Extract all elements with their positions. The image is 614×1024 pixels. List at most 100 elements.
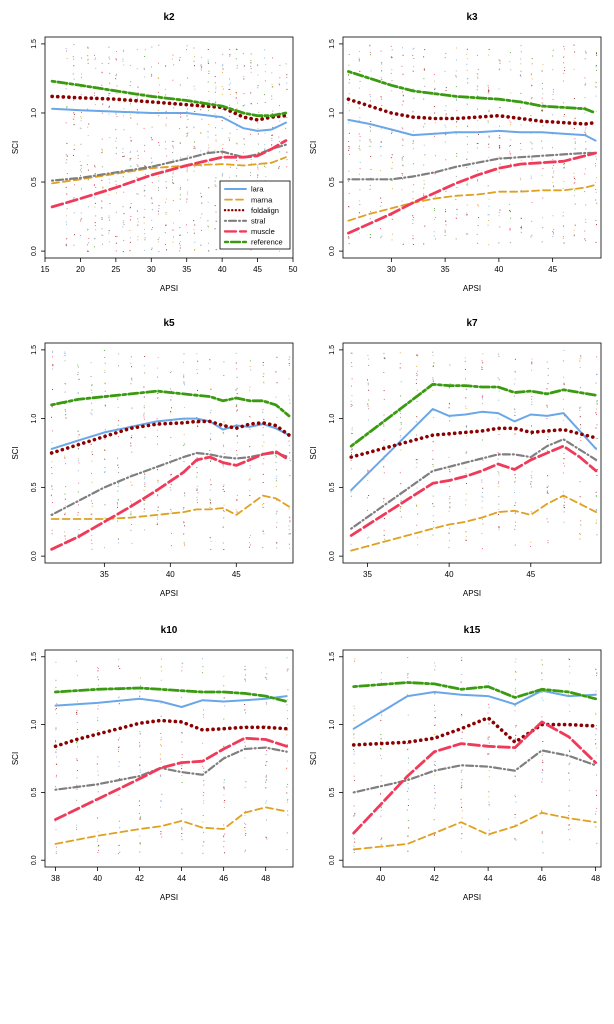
scatter-point (203, 716, 204, 718)
scatter-point (122, 58, 124, 60)
scatter-point (118, 778, 120, 780)
scatter-point (286, 744, 288, 746)
scatter-point (115, 250, 117, 252)
scatter-point (499, 125, 500, 127)
scatter-point (97, 770, 99, 772)
y-tick-label: 0.5 (31, 177, 38, 187)
scatter-point (73, 155, 74, 156)
scatter-point (118, 467, 119, 469)
scatter-point (580, 424, 581, 426)
scatter-point (223, 746, 225, 747)
scatter-point (130, 503, 132, 505)
scatter-point (514, 824, 516, 826)
scatter-point (460, 787, 462, 789)
scatter-point (514, 481, 515, 483)
scatter-point (461, 817, 463, 819)
scatter-point (514, 414, 516, 416)
scatter-point (72, 56, 74, 58)
scatter-point (202, 714, 204, 716)
scatter-point (130, 206, 131, 208)
scatter-point (354, 658, 356, 660)
scatter-point (531, 122, 533, 124)
scatter-point (130, 165, 132, 167)
scatter-point (288, 395, 290, 397)
scatter-point (286, 767, 288, 769)
legend-label-muscle: muscle (251, 227, 275, 236)
scatter-point (214, 228, 216, 230)
scatter-point (564, 501, 565, 503)
scatter-point (131, 524, 133, 525)
scatter-point (186, 167, 188, 169)
scatter-point (476, 54, 478, 56)
scatter-point (467, 125, 469, 127)
scatter-point (574, 138, 576, 140)
scatter-point (514, 408, 516, 410)
scatter-point (497, 377, 499, 379)
scatter-point (383, 459, 385, 461)
scatter-point (434, 665, 436, 667)
scatter-point (481, 360, 483, 362)
scatter-point (151, 219, 153, 221)
scatter-point (181, 808, 183, 810)
scatter-point (286, 74, 288, 76)
scatter-point (244, 849, 246, 851)
scatter-point (158, 241, 160, 243)
scatter-point (433, 834, 435, 836)
scatter-point (196, 417, 198, 418)
scatter-point (215, 177, 217, 179)
scatter-point (407, 674, 409, 676)
scatter-point (224, 807, 225, 809)
scatter-point (55, 786, 57, 788)
scatter-point (568, 772, 570, 774)
scatter-point (488, 214, 490, 216)
scatter-point (279, 120, 281, 122)
scatter-point (384, 517, 385, 519)
scatter-point (408, 777, 409, 779)
scatter-point (585, 53, 587, 54)
scatter-point (183, 507, 185, 509)
scatter-point (353, 753, 355, 755)
scatter-point (542, 769, 544, 771)
scatter-point (552, 231, 554, 233)
scatter-point (514, 796, 516, 798)
scatter-point (579, 533, 581, 535)
scatter-point (380, 781, 382, 783)
scatter-point (595, 668, 597, 670)
scatter-point (210, 503, 212, 505)
scatter-point (574, 51, 576, 53)
scatter-point (76, 827, 78, 829)
scatter-point (115, 112, 117, 114)
scatter-point (412, 235, 414, 237)
scatter-point (546, 518, 548, 520)
series-line-foldalign (351, 715, 598, 747)
scatter-point (547, 542, 549, 544)
scatter-point (130, 514, 132, 516)
scatter-point (170, 473, 172, 475)
scatter-point (574, 117, 576, 119)
x-tick-label: 30 (387, 265, 396, 274)
scatter-point (288, 516, 290, 518)
series-line-muscle (349, 444, 598, 537)
scatter-point (271, 134, 273, 136)
series-line-muscle (352, 720, 597, 835)
scatter-point (235, 142, 237, 144)
scatter-point (115, 211, 117, 213)
scatter-point (574, 148, 576, 150)
scatter-point (288, 364, 290, 366)
scatter-point (275, 478, 277, 480)
scatter-point (144, 356, 146, 357)
scatter-point (449, 403, 451, 405)
scatter-point (117, 739, 119, 741)
scatter-point (275, 454, 277, 456)
scatter-point (531, 63, 533, 65)
scatter-point (173, 236, 174, 238)
scatter-point (229, 104, 230, 106)
scatter-point (542, 841, 544, 843)
scatter-point (477, 170, 479, 172)
scatter-point (136, 176, 138, 178)
scatter-point (187, 118, 189, 120)
x-tick-label: 40 (218, 265, 227, 274)
scatter-point (196, 467, 198, 469)
scatter-point (595, 241, 597, 243)
scatter-point (108, 113, 110, 115)
